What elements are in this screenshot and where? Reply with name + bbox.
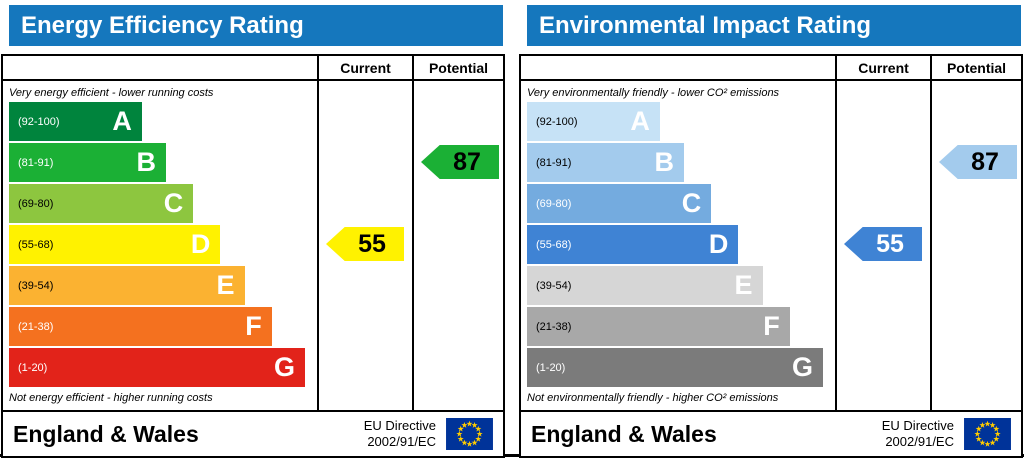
band-c: (69-80) C xyxy=(527,184,712,223)
band-letter: B xyxy=(136,147,157,177)
band-d: (55-68) D xyxy=(9,225,221,264)
potential-column: 87 xyxy=(932,81,1021,410)
band-range-label: (81-91) xyxy=(18,156,54,169)
region-label: England & Wales xyxy=(531,420,717,447)
band-letter: E xyxy=(734,270,753,300)
band-letter: A xyxy=(630,106,650,136)
band-range-label: (21-38) xyxy=(18,320,54,333)
potential-column-header: Potential xyxy=(946,59,1007,76)
current-rating-arrow: 55 xyxy=(326,227,404,261)
band-letter: G xyxy=(273,352,295,382)
eu-flag-icon xyxy=(964,418,1011,450)
band-range-label: (55-68) xyxy=(536,238,572,251)
current-rating-value: 55 xyxy=(358,229,386,258)
potential-column: 87 xyxy=(414,81,503,410)
chart-column-header xyxy=(521,56,837,79)
panel-footer: England & Wales EU Directive 2002/91/EC xyxy=(3,412,503,456)
top-note: Very environmentally friendly - lower CO… xyxy=(527,87,780,99)
band-f: (21-38) F xyxy=(527,307,790,346)
potential-rating-arrow: 87 xyxy=(939,145,1017,179)
bands: (92-100) A (81-91) B (69-80) C (55-68) xyxy=(527,102,829,387)
band-letter: E xyxy=(216,270,235,300)
band-range-label: (92-100) xyxy=(536,115,578,128)
band-letter: D xyxy=(708,229,729,259)
band-a: (92-100) A xyxy=(9,102,142,141)
band-g: (1-20) G xyxy=(527,348,823,387)
panel-title: Energy Efficiency Rating xyxy=(9,5,503,46)
bottom-note: Not energy efficient - higher running co… xyxy=(9,392,213,404)
potential-rating-value: 87 xyxy=(453,147,481,176)
band-e: (39-54) E xyxy=(527,266,763,305)
region-label: England & Wales xyxy=(13,420,199,447)
band-range-label: (55-68) xyxy=(18,238,54,251)
potential-rating-value: 87 xyxy=(971,147,999,176)
band-c: (69-80) C xyxy=(9,184,194,223)
table-header: Current Potential xyxy=(3,56,503,81)
energy-efficiency-panel: Energy Efficiency Rating Current Potenti… xyxy=(0,0,512,458)
band-b: (81-91) B xyxy=(527,143,685,182)
current-column-header: Current xyxy=(837,56,932,79)
band-letter: G xyxy=(791,352,813,382)
current-column-header: Current xyxy=(319,56,414,79)
environmental-impact-panel: Environmental Impact Rating Current Pote… xyxy=(512,0,1024,458)
band-f: (21-38) F xyxy=(9,307,272,346)
band-b: (81-91) B xyxy=(9,143,167,182)
eu-directive-label: EU Directive 2002/91/EC xyxy=(363,417,436,449)
chart-body: Very energy efficient - lower running co… xyxy=(3,81,503,412)
potential-rating-arrow: 87 xyxy=(421,145,499,179)
band-range-label: (39-54) xyxy=(536,279,572,292)
current-column: 55 xyxy=(319,81,414,410)
bands: (92-100) A (81-91) B (69-80) C (55-68) xyxy=(9,102,311,387)
current-column: 55 xyxy=(837,81,932,410)
band-range-label: (1-20) xyxy=(536,361,566,374)
top-note: Very energy efficient - lower running co… xyxy=(9,87,214,99)
chart-body: Very environmentally friendly - lower CO… xyxy=(521,81,1021,412)
band-letter: D xyxy=(190,229,211,259)
rating-table: Current Potential Very energy efficient … xyxy=(1,54,505,458)
eu-directive-label: EU Directive 2002/91/EC xyxy=(881,417,954,449)
band-range-label: (81-91) xyxy=(536,156,572,169)
current-rating-arrow: 55 xyxy=(844,227,922,261)
band-range-label: (69-80) xyxy=(536,197,572,210)
band-range-label: (92-100) xyxy=(18,115,60,128)
band-range-label: (39-54) xyxy=(18,279,54,292)
chart-column-header xyxy=(3,56,319,79)
eu-flag-icon xyxy=(446,418,493,450)
current-rating-value: 55 xyxy=(876,229,904,258)
band-letter: F xyxy=(763,311,780,341)
band-e: (39-54) E xyxy=(9,266,245,305)
band-letter: B xyxy=(654,147,675,177)
panel-footer: England & Wales EU Directive 2002/91/EC xyxy=(521,412,1021,456)
band-d: (55-68) D xyxy=(527,225,739,264)
panel-title: Environmental Impact Rating xyxy=(527,5,1021,46)
potential-column-header: Potential xyxy=(428,59,489,76)
band-g: (1-20) G xyxy=(9,348,305,387)
bands-area: Very environmentally friendly - lower CO… xyxy=(521,81,837,410)
band-letter: C xyxy=(163,188,184,218)
band-range-label: (69-80) xyxy=(18,197,54,210)
bands-area: Very energy efficient - lower running co… xyxy=(3,81,319,410)
rating-table: Current Potential Very environmentally f… xyxy=(519,54,1023,458)
band-letter: F xyxy=(245,311,262,341)
band-range-label: (1-20) xyxy=(18,361,48,374)
band-letter: C xyxy=(681,188,702,218)
table-header: Current Potential xyxy=(521,56,1021,81)
band-range-label: (21-38) xyxy=(536,320,572,333)
band-a: (92-100) A xyxy=(527,102,660,141)
band-letter: A xyxy=(112,106,132,136)
bottom-note: Not environmentally friendly - higher CO… xyxy=(527,392,779,404)
